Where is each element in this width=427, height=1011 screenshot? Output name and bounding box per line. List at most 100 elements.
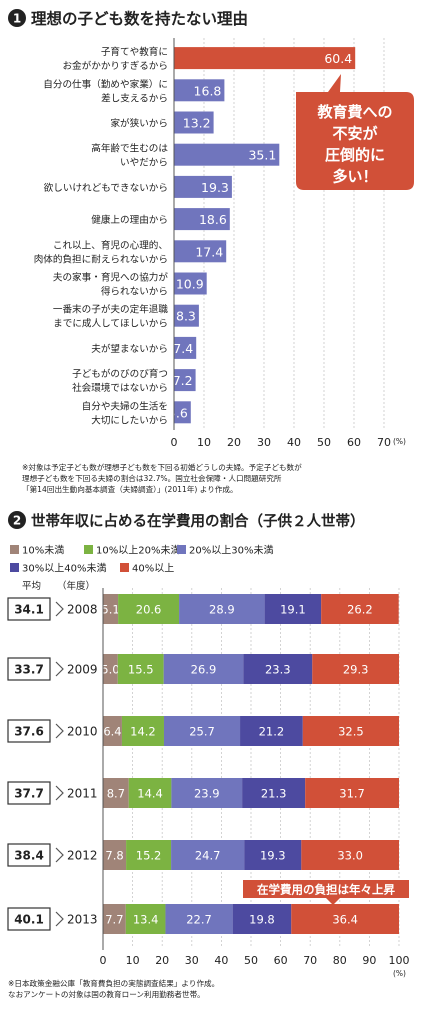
- chart1-note-line: 「第14回出生動向基本調査（夫婦調査）」(2011年) より作成。: [22, 485, 238, 494]
- chart1-tick-label: 40: [287, 436, 301, 449]
- chart2-chevron-icon: [55, 911, 64, 927]
- chart2-bar-segment: [103, 778, 129, 808]
- chart2-segment-value: 13.4: [133, 913, 159, 927]
- chart2-title: 世帯年収に占める在学費用の割合（子供２人世帯）: [31, 512, 365, 530]
- chart2-tick-label: 90: [362, 954, 376, 967]
- chart2-average-box: [7, 657, 51, 681]
- chart2-year-header: （年度）: [57, 580, 95, 592]
- chart2-average-box: [7, 843, 51, 867]
- chart1-category-label: 肉体的負担に耐えられないから: [34, 253, 168, 265]
- chart2-segment-value: 31.7: [339, 787, 365, 801]
- chart2-bar-segment: [103, 594, 119, 624]
- chart1-tick-label: 10: [197, 436, 211, 449]
- chart2-segment-value: 8.7: [107, 787, 125, 801]
- chart1-bar: [174, 401, 191, 424]
- chart2-bar-segment: [243, 654, 313, 684]
- chart1-tick-label: 20: [227, 436, 241, 449]
- chart1-callout-text: 圧倒的に: [325, 146, 385, 164]
- chart2-average-value: 40.1: [14, 913, 44, 927]
- chart2-bar-segment: [163, 716, 241, 746]
- chart1-category-label: 欲しいけれどもできないから: [44, 182, 168, 194]
- chart2-legend-label: 10%以上20%未満: [96, 545, 180, 557]
- chart2-bar-segment: [118, 594, 180, 624]
- chart2-bar-segment: [103, 716, 122, 746]
- chart1-category-label: までに成人してほしいから: [53, 318, 168, 330]
- chart1-title: 理想の子ども数を持たない理由: [31, 9, 248, 28]
- chart1-bar: [174, 272, 207, 295]
- chart1-category-label: 一番末の子が夫の定年退職: [53, 304, 169, 316]
- chart2-legend-label: 20%以上30%未満: [189, 545, 273, 557]
- chart2-average-value: 38.4: [14, 849, 44, 863]
- chart2-segment-value: 7.8: [105, 849, 123, 863]
- chart2-segment-value: 29.3: [343, 663, 369, 677]
- chart2-bar-segment: [163, 654, 244, 684]
- chart1-category-label: 家が狭いから: [110, 118, 168, 130]
- chart1-bar-value: 16.8: [194, 83, 222, 98]
- chart2-legend-swatch: [84, 545, 93, 554]
- chart2-tick-label: 60: [274, 954, 288, 967]
- chart2-year-label: 2010: [67, 725, 98, 739]
- chart2-bar-segment: [240, 716, 303, 746]
- chart2-legend-swatch: [177, 545, 186, 554]
- chart2-tick-label: 0: [100, 954, 107, 967]
- chart2-average-value: 33.7: [14, 663, 44, 677]
- chart2-segment-value: 28.9: [209, 603, 235, 617]
- chart2-year-label: 2009: [67, 663, 98, 677]
- chart2-bar-segment: [264, 594, 322, 624]
- chart1-category-label: 自分や夫婦の生活を: [82, 400, 168, 412]
- chart2-bar-segment: [103, 840, 127, 870]
- chart1-bar-value: 35.1: [248, 148, 276, 163]
- chart2-average-box: [7, 719, 51, 743]
- chart2-bar-segment: [117, 654, 164, 684]
- chart2-bar-segment: [301, 840, 399, 870]
- chart2-segment-value: 23.9: [194, 787, 220, 801]
- chart1-bar-value: 8.3: [176, 309, 196, 324]
- chart1-bar-value: 7.2: [173, 373, 193, 388]
- chart1-note-line: 理想子ども数を下回る夫婦の割合は32.7%。国立社会保障・人口問題研究所: [22, 474, 282, 483]
- chart1-bar-value: 7.4: [173, 341, 193, 356]
- chart1-bar: [174, 111, 214, 134]
- chart2-bar-segment: [125, 904, 166, 934]
- chart2-bar-segment: [321, 594, 399, 624]
- chart2-segment-value: 5.1: [101, 603, 119, 617]
- chart2-legend-label: 30%以上40%未満: [22, 563, 106, 575]
- chart2-bar-segment: [128, 778, 172, 808]
- chart1-category-label: 得られないから: [101, 286, 168, 298]
- chart2-note-line: なおアンケートの対象は国の教育ローン利用勤務者世帯。: [8, 990, 205, 999]
- chart2-callout-bubble: [243, 880, 409, 905]
- chart1-category-label: 子どもがのびのび育つ: [72, 368, 168, 380]
- chart1-category-label: 夫の家事・育児への協力が: [53, 272, 169, 284]
- chart1-category-label: 差し支えるから: [101, 92, 168, 104]
- chart1-category-label: 子育てや教育に: [101, 46, 168, 58]
- chart2-tick-label: 50: [244, 954, 258, 967]
- chart2-chevron-icon: [55, 847, 64, 863]
- chart2-avg-header: 平均: [22, 580, 41, 592]
- chart1-tick-label: 60: [347, 436, 361, 449]
- chart2-chevron-icon: [55, 785, 64, 801]
- chart1-category-label: 高年齢で生むのは: [91, 143, 168, 155]
- chart1-bar: [174, 143, 280, 166]
- chart2-segment-value: 36.4: [332, 913, 358, 927]
- chart2-chevron-icon: [55, 661, 64, 677]
- chart2-average-value: 37.7: [14, 787, 44, 801]
- chart2-number-badge: [8, 511, 26, 529]
- chart2-bar-segment: [179, 594, 265, 624]
- chart2-bar-segment: [232, 904, 292, 934]
- chart2-tick-label: 30: [185, 954, 199, 967]
- chart2-segment-value: 23.3: [265, 663, 291, 677]
- chart2-segment-value: 19.1: [280, 603, 306, 617]
- chart2-bar-segment: [103, 654, 118, 684]
- chart2-bar-segment: [103, 904, 126, 934]
- chart1-bar: [174, 336, 197, 359]
- chart1-unit: (%): [393, 437, 406, 446]
- chart1-bar-value: 17.4: [195, 244, 223, 259]
- chart2-average-box: [7, 907, 51, 931]
- chart2-segment-value: 21.2: [259, 725, 285, 739]
- chart1-tick-label: 0: [171, 436, 178, 449]
- chart2-bar-segment: [302, 716, 399, 746]
- chart1-callout-bubble: [296, 74, 414, 190]
- chart2-segment-value: 15.5: [128, 663, 154, 677]
- chart1-bar: [174, 304, 199, 327]
